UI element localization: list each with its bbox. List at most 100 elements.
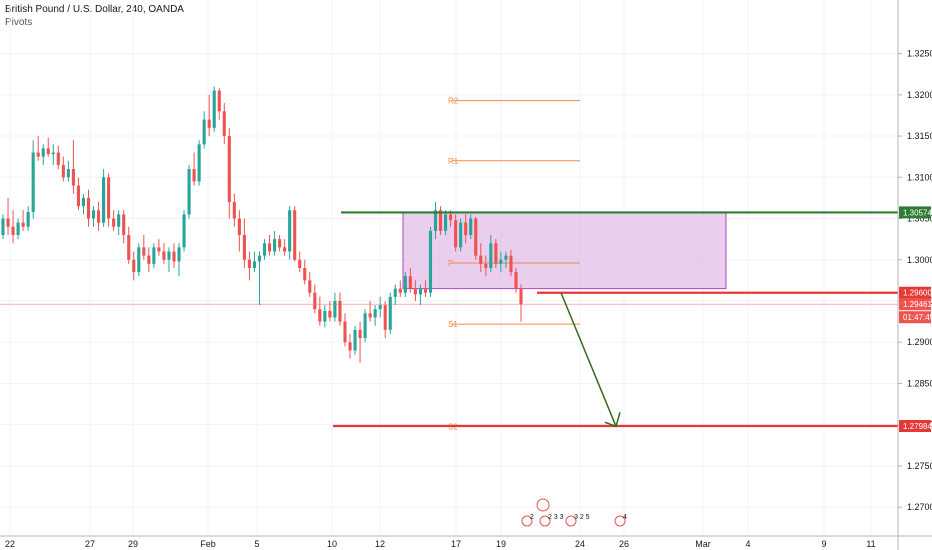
x-tick-label: 10 [327, 539, 337, 549]
candle-body [197, 144, 201, 182]
candle-body [413, 288, 417, 295]
candle-body [278, 239, 282, 248]
x-tick-label: 5 [254, 539, 259, 549]
y-tick-label: 1.32500 [907, 49, 932, 59]
candle-body [162, 251, 166, 260]
candle-body [91, 210, 96, 219]
event-flag-icon[interactable] [521, 515, 533, 527]
y-tick-label: 1.30500 [907, 214, 932, 224]
x-tick-label: 19 [496, 539, 506, 549]
x-tick-label: 17 [451, 539, 461, 549]
x-tick-label: 11 [866, 539, 875, 549]
candle-body [469, 218, 473, 236]
candle-body [313, 292, 317, 310]
zone-rect[interactable] [402, 212, 727, 290]
candle-body [157, 247, 161, 252]
candle-body [127, 235, 131, 260]
candle-body [509, 255, 513, 273]
event-flag-icon[interactable] [565, 515, 577, 527]
candle-body [267, 243, 272, 252]
candle-body [76, 185, 80, 207]
candle-body [112, 218, 116, 227]
candle-body [438, 210, 443, 231]
candle-body [61, 164, 65, 178]
candle-body [494, 243, 498, 264]
candle-body [262, 243, 267, 256]
y-tick-label: 1.29000 [907, 337, 932, 347]
x-tick-label: 4 [745, 539, 750, 549]
candle-body [46, 148, 50, 155]
candle-body [1, 218, 5, 236]
candle-body [363, 313, 367, 339]
candle-body [202, 119, 206, 145]
candle-body [147, 255, 151, 264]
pivot-label-r1: R1 [448, 157, 459, 166]
candle-body [499, 259, 503, 264]
candle-body [464, 222, 468, 236]
candle-body [514, 272, 518, 289]
candle-body [86, 197, 91, 219]
chart-title: British Pound / U.S. Dollar, 240, OANDA [5, 4, 184, 15]
target-tag [899, 419, 931, 432]
horizontal-lines [0, 211, 898, 428]
candle-body [303, 268, 307, 281]
consolidation-zone [402, 212, 727, 290]
candle-body [107, 177, 111, 219]
x-tick-label: 9 [821, 539, 826, 549]
target-tag-label: 1.27984 [903, 422, 932, 431]
candle-body [454, 220, 458, 248]
candle-body [489, 243, 493, 268]
support-tag [899, 286, 931, 299]
candle-body [132, 259, 136, 273]
candle-body [242, 235, 246, 260]
candle-body [298, 259, 302, 268]
candle-body [459, 222, 463, 248]
event-flag-icon[interactable] [539, 515, 551, 527]
event-flag-icon[interactable] [614, 515, 626, 527]
candle-body [368, 313, 372, 318]
x-tick-label: 26 [619, 539, 629, 549]
candle-body [343, 321, 347, 343]
candle-body [237, 218, 241, 236]
candle-body [247, 259, 251, 268]
candle-body [252, 261, 257, 268]
candle-body [217, 90, 221, 112]
candle-body [358, 329, 362, 339]
event-label: 2 [530, 514, 534, 521]
arrow-head [604, 412, 621, 428]
candle-body [222, 111, 226, 137]
candle-body [353, 329, 357, 351]
candle-body [257, 255, 262, 262]
candle-body [383, 305, 387, 330]
candle-body [474, 218, 478, 256]
indicator-label[interactable]: Pivots [5, 17, 33, 28]
candle-body [21, 222, 25, 227]
countdown-tag [899, 311, 931, 324]
candle-body [479, 255, 483, 264]
y-tick-label: 1.32000 [907, 90, 932, 100]
candle-body [388, 296, 392, 330]
candle-body [398, 288, 402, 293]
candles [1, 86, 523, 363]
current-price-tag [899, 298, 931, 311]
candle-body [177, 247, 181, 262]
candle-body [449, 214, 453, 221]
candle-body [333, 300, 337, 318]
candle-body [504, 255, 508, 260]
pivot-label-r2: R2 [448, 97, 459, 106]
x-tick-label: 12 [375, 539, 385, 549]
event-flag-icon[interactable] [536, 498, 550, 512]
candle-body [212, 90, 216, 128]
candle-body [51, 152, 55, 155]
candle-body [207, 119, 211, 128]
candle-body [323, 310, 327, 322]
candle-body [187, 169, 191, 215]
x-tick-label: 29 [128, 539, 138, 549]
pivot-label-p: P [448, 259, 453, 268]
resistance-tag [899, 206, 931, 219]
candle-body [328, 310, 332, 318]
y-tick-label: 1.31500 [907, 131, 932, 141]
candle-body [6, 218, 10, 227]
candle-body [418, 288, 422, 295]
